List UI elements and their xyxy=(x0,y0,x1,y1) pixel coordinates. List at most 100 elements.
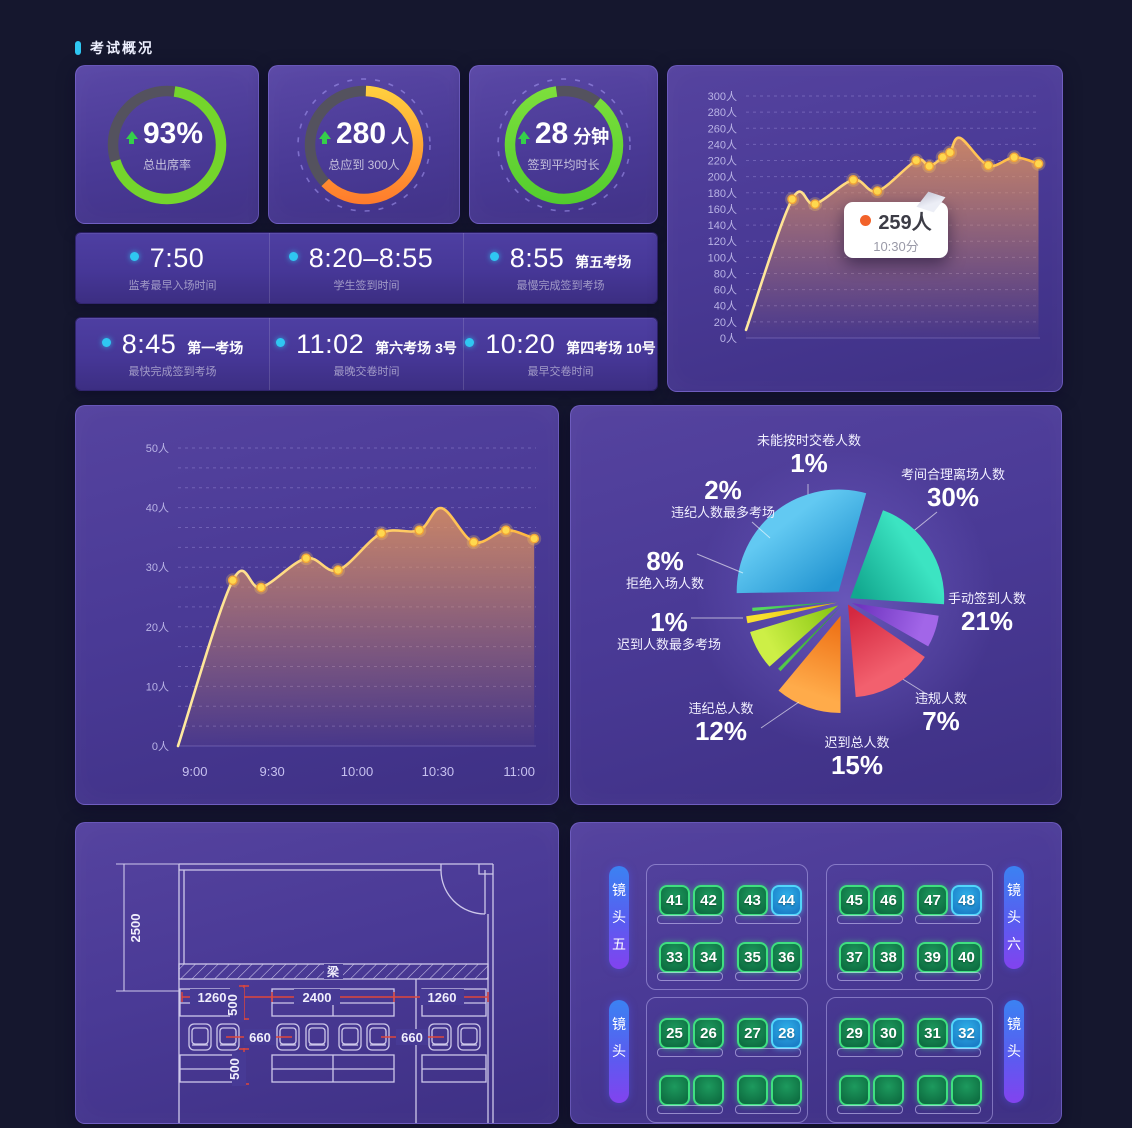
bullet-dot-icon xyxy=(465,338,475,347)
stat-time: 8:20–8:55 xyxy=(308,243,434,273)
seat-43[interactable]: 43 xyxy=(737,885,768,916)
svg-text:280人: 280人 xyxy=(708,106,737,119)
seat-38[interactable]: 38 xyxy=(873,942,904,973)
seat-31[interactable]: 31 xyxy=(917,1018,948,1049)
seat-42[interactable]: 42 xyxy=(693,885,724,916)
seat-46[interactable]: 46 xyxy=(873,885,904,916)
svg-text:30人: 30人 xyxy=(146,561,169,574)
desk xyxy=(837,972,903,981)
stat-label: 最快完成签到考场 xyxy=(128,366,217,378)
seat-37[interactable]: 37 xyxy=(839,942,870,973)
desk xyxy=(657,1105,723,1114)
data-point[interactable] xyxy=(1033,158,1044,169)
data-point[interactable] xyxy=(256,582,266,593)
pie-slice-5[interactable] xyxy=(778,616,841,713)
exam-dashboard: { "header": { "title": "考试概况" }, "gauges… xyxy=(72,40,1063,1124)
tooltip-value: 259人 xyxy=(878,211,932,234)
data-point[interactable] xyxy=(414,525,425,536)
beam-label: 梁 xyxy=(326,964,339,979)
data-point[interactable] xyxy=(810,199,820,209)
pie-slice-8[interactable] xyxy=(746,602,838,624)
bullet-dot-icon xyxy=(489,252,499,261)
gauge-ring xyxy=(107,85,227,204)
seat-39[interactable]: 39 xyxy=(917,942,948,973)
pie-slice-6[interactable] xyxy=(778,606,841,672)
svg-text:0人: 0人 xyxy=(152,740,169,753)
data-point[interactable] xyxy=(301,553,312,564)
data-point[interactable] xyxy=(787,194,798,205)
seat-48[interactable]: 48 xyxy=(951,885,982,916)
seat-35[interactable]: 35 xyxy=(737,942,768,973)
floorplan-drawing: 1260 2400 1260 500 660 660 500 2500 梁 xyxy=(116,863,494,1123)
stat-item: 7:50 监考最早入场时间 xyxy=(76,233,269,303)
data-point[interactable] xyxy=(872,186,883,197)
data-point[interactable] xyxy=(937,152,948,163)
seat-25[interactable]: 25 xyxy=(659,1018,690,1049)
data-point[interactable] xyxy=(468,537,479,548)
seat-28[interactable]: 28 xyxy=(771,1018,802,1049)
stat-time: 10:20 xyxy=(485,329,556,359)
exam-behavior-pie-chart[interactable] xyxy=(571,406,1061,804)
stat-suffix: 第一考场 xyxy=(187,340,244,356)
dim-2500: 2500 xyxy=(128,914,143,943)
beam-label-bg xyxy=(324,964,343,979)
seat-29[interactable]: 29 xyxy=(839,1018,870,1049)
seat-26[interactable]: 26 xyxy=(693,1018,724,1049)
seat-40[interactable]: 40 xyxy=(951,942,982,973)
data-point[interactable] xyxy=(911,155,922,166)
svg-text:100人: 100人 xyxy=(708,251,737,264)
pie-slice-1[interactable] xyxy=(736,489,867,594)
svg-text:80人: 80人 xyxy=(714,267,737,280)
section-tick-icon xyxy=(75,41,81,55)
chart-tooltip: 259人 10:30分 xyxy=(844,191,948,258)
data-point[interactable] xyxy=(983,160,994,171)
section-title: 考试概况 xyxy=(90,40,154,56)
seat-47[interactable]: 47 xyxy=(917,885,948,916)
up-arrow-icon xyxy=(125,130,138,144)
seat-41[interactable]: 41 xyxy=(659,885,690,916)
svg-text:11:00: 11:00 xyxy=(503,764,535,779)
seat-45[interactable]: 45 xyxy=(839,885,870,916)
stat-suffix: 第五考场 xyxy=(575,254,632,270)
stat-time: 7:50 xyxy=(149,243,205,273)
gauge-value: 280 xyxy=(335,116,387,150)
data-point[interactable] xyxy=(924,161,935,172)
seat-36[interactable]: 36 xyxy=(771,942,802,973)
pie-slice-0[interactable] xyxy=(752,601,839,612)
tooltip-dot-icon xyxy=(860,214,872,226)
seat-34[interactable]: 34 xyxy=(693,942,724,973)
data-point[interactable] xyxy=(376,528,387,539)
exam-behavior-pie-panel: 未能按时交卷人数 1% 考间合理离场人数 30% 手动签到人数 21% 违规人数 7% 迟到总人… xyxy=(570,405,1062,805)
gauge-value: 93% xyxy=(142,116,204,150)
seat-44[interactable]: 44 xyxy=(771,885,802,916)
data-point[interactable] xyxy=(333,565,343,576)
gauge-ring xyxy=(297,77,431,212)
pie-slice-2[interactable] xyxy=(850,510,945,605)
floorplan-panel: 1260 2400 1260 500 660 660 500 2500 梁 xyxy=(75,822,559,1124)
desk xyxy=(915,915,981,924)
stat-suffix: 第六考场 3号 xyxy=(375,340,457,356)
data-point[interactable] xyxy=(1009,152,1020,163)
data-point[interactable] xyxy=(529,533,540,544)
pie-slice-4[interactable] xyxy=(848,604,925,698)
data-point[interactable] xyxy=(848,174,859,185)
desk xyxy=(837,1048,903,1057)
stat-item: 8:20–8:55 学生签到时间 xyxy=(269,233,463,303)
data-point[interactable] xyxy=(227,575,238,586)
data-point[interactable] xyxy=(501,525,511,536)
seat-block: 29 30 31 32 xyxy=(826,997,993,1123)
pie-slice-3[interactable] xyxy=(851,602,939,647)
svg-text:120人: 120人 xyxy=(708,235,737,248)
seat-33[interactable]: 33 xyxy=(659,942,690,973)
seat-30[interactable]: 30 xyxy=(873,1018,904,1049)
data-point[interactable] xyxy=(945,147,955,158)
seat-32[interactable]: 32 xyxy=(951,1018,982,1049)
pie-slice-7[interactable] xyxy=(750,605,839,667)
signin-trend-small-chart[interactable]: 0人 10人 20人 30人 40人 50人 9:00 9:30 10:00 10:30 11:00 xyxy=(76,406,558,804)
seat-27[interactable]: 27 xyxy=(737,1018,768,1049)
gauge-card-attendance: 93% 总出席率 xyxy=(75,65,259,224)
desk xyxy=(657,915,723,924)
desk xyxy=(735,1048,801,1057)
stat-item: 8:55 第五考场 最慢完成签到考场 xyxy=(463,233,657,303)
dim-660-left: 660 xyxy=(249,1030,271,1045)
